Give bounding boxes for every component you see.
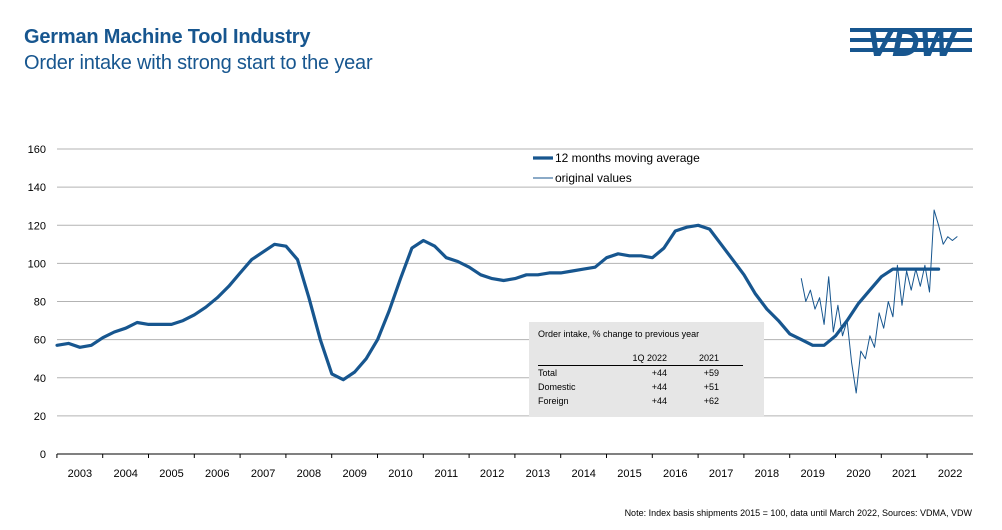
x-axis-ticks: 2003 2004 2005 2006 2007 2008 2009 2010 2011 2012… bbox=[56, 454, 962, 480]
series-original-values bbox=[800, 209, 958, 394]
y-tick-label: 0 bbox=[40, 449, 46, 461]
x-tick-label: 2009 bbox=[342, 468, 366, 480]
legend: 12 months moving average original values bbox=[533, 151, 700, 185]
table-title: Order intake, % change to previous year bbox=[538, 329, 700, 339]
x-tick-label: 2008 bbox=[297, 468, 321, 480]
x-tick-label: 2012 bbox=[480, 468, 504, 480]
x-tick-label: 2021 bbox=[892, 468, 916, 480]
x-tick-label: 2016 bbox=[663, 468, 687, 480]
vdw-logo: VDW bbox=[850, 23, 972, 62]
x-tick-label: 2022 bbox=[938, 468, 962, 480]
x-tick-label: 2006 bbox=[205, 468, 229, 480]
x-tick-label: 2017 bbox=[709, 468, 733, 480]
series-moving-average bbox=[55, 223, 941, 382]
table-cell: +44 bbox=[651, 382, 667, 392]
table-cell: +44 bbox=[651, 396, 667, 406]
table-row-label: Domestic bbox=[538, 382, 576, 392]
table-cell: +44 bbox=[651, 368, 667, 378]
x-tick-label: 2015 bbox=[617, 468, 641, 480]
y-tick-label: 120 bbox=[28, 220, 46, 232]
x-tick-label: 2013 bbox=[526, 468, 550, 480]
x-tick-label: 2007 bbox=[251, 468, 275, 480]
legend-label: 12 months moving average bbox=[555, 151, 700, 165]
chart-subtitle: Order intake with strong start to the ye… bbox=[24, 52, 373, 74]
y-tick-label: 60 bbox=[34, 335, 46, 347]
footnote: Note: Index basis shipments 2015 = 100, … bbox=[624, 508, 972, 518]
x-tick-label: 2003 bbox=[68, 468, 92, 480]
x-tick-label: 2020 bbox=[846, 468, 870, 480]
y-tick-label: 100 bbox=[28, 258, 46, 270]
y-tick-label: 80 bbox=[34, 297, 46, 309]
legend-label: original values bbox=[555, 171, 632, 185]
series-lines bbox=[55, 209, 958, 394]
table-cell: +51 bbox=[703, 382, 719, 392]
y-tick-label: 40 bbox=[34, 373, 46, 385]
grid-lines bbox=[57, 148, 973, 455]
chart-title: German Machine Tool Industry bbox=[24, 26, 311, 48]
vdw-logo-text: VDW bbox=[867, 23, 959, 62]
table-row-label: Foreign bbox=[538, 396, 569, 406]
order-intake-table: Order intake, % change to previous year … bbox=[529, 322, 764, 417]
x-tick-label: 2011 bbox=[434, 468, 458, 480]
x-tick-label: 2004 bbox=[113, 468, 137, 480]
x-tick-label: 2010 bbox=[388, 468, 412, 480]
table-row-label: Total bbox=[538, 368, 558, 378]
x-tick-label: 2005 bbox=[159, 468, 183, 480]
table-cell: +59 bbox=[703, 368, 719, 378]
y-axis-ticks: 0 20 40 60 80 100 120 140 160 bbox=[28, 144, 46, 461]
table-cell: +62 bbox=[703, 396, 719, 406]
y-tick-label: 20 bbox=[34, 411, 46, 423]
x-tick-label: 2019 bbox=[800, 468, 824, 480]
y-tick-label: 140 bbox=[28, 182, 46, 194]
table-divider bbox=[538, 365, 743, 366]
x-tick-label: 2014 bbox=[571, 468, 595, 480]
y-tick-label: 160 bbox=[28, 144, 46, 156]
x-tick-label: 2018 bbox=[755, 468, 779, 480]
